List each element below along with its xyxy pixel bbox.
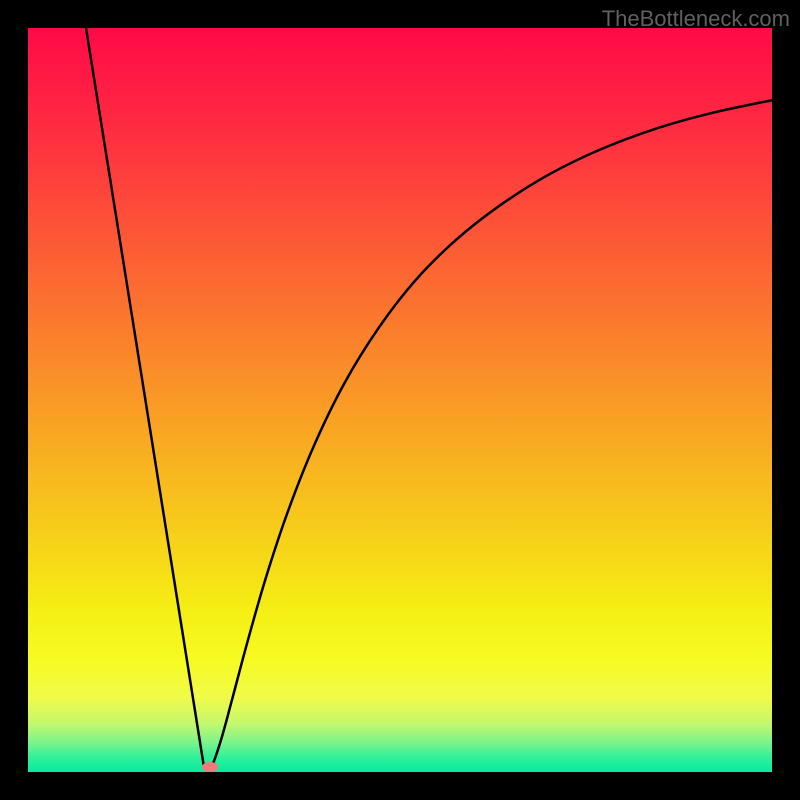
minimum-marker (202, 762, 218, 772)
bottleneck-curve (28, 28, 772, 772)
watermark-text: TheBottleneck.com (602, 6, 790, 32)
chart-container: TheBottleneck.com (0, 0, 800, 800)
plot-area (28, 28, 772, 772)
